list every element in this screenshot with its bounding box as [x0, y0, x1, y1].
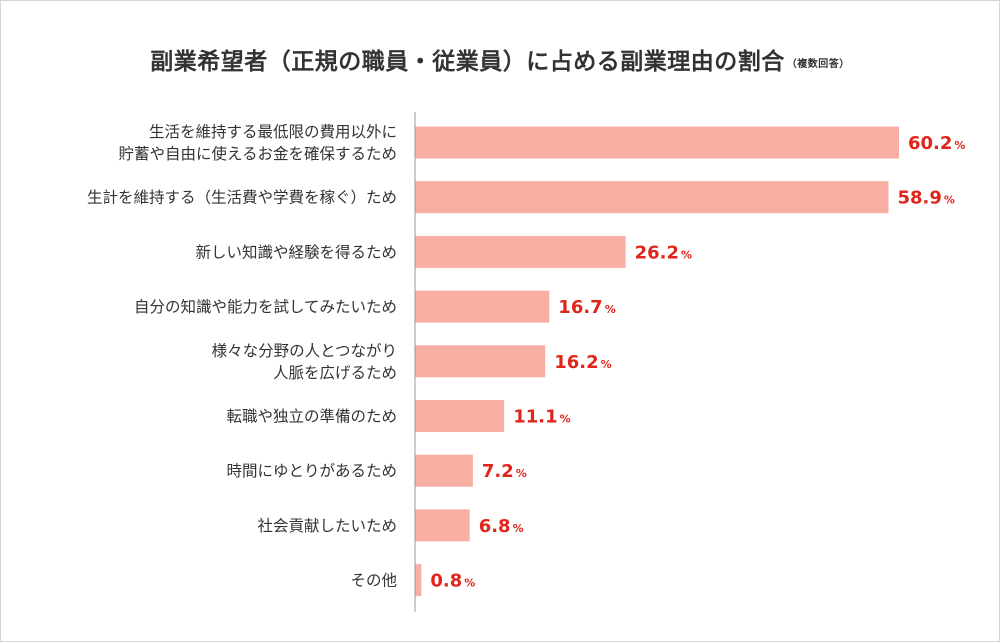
value-unit: %: [681, 248, 692, 261]
category-labels: 生活を維持する最低限の費用以外に貯蓄や自由に使えるお金を確保するため生計を維持す…: [87, 123, 397, 590]
category-label: 時間にゆとりがあるため: [226, 462, 397, 480]
category-label: 社会貢献したいため: [257, 517, 397, 535]
bar: [415, 400, 505, 432]
category-label-line: 生活を維持する最低限の費用以外に: [149, 123, 397, 141]
value-label: 6.8%: [479, 516, 524, 537]
value-labels: 60.2 %58.9 %26.2 %16.7 %16.2 %11.1 %7.2 %6.8 %0.…: [430, 133, 965, 592]
value-unit: %: [560, 413, 571, 426]
value-number: 58.9: [898, 188, 942, 209]
category-label: 自分の知識や能力を試してみたいため: [134, 298, 397, 316]
bar: [415, 564, 422, 597]
category-label: 生活を維持する最低限の費用以外に貯蓄や自由に使えるお金を確保するため: [118, 123, 397, 163]
value-number: 11.1: [513, 407, 557, 428]
value-number: 7.2: [482, 461, 514, 482]
value-unit: %: [516, 467, 527, 480]
value-number: 6.8: [479, 516, 511, 537]
category-label: その他: [350, 572, 397, 590]
category-label-line: 転職や独立の準備のため: [226, 408, 397, 426]
value-unit: %: [464, 577, 475, 590]
value-label: 16.2%: [554, 352, 611, 373]
category-label-line: 貯蓄や自由に使えるお金を確保するため: [118, 145, 397, 163]
chart-title: 副業希望者（正規の職員・従業員）に占める副業理由の割合 （複数回答）: [0, 42, 1000, 76]
category-label-line: 社会貢献したいため: [257, 517, 397, 535]
value-label: 58.9%: [898, 188, 955, 209]
category-label: 新しい知識や経験を得るため: [195, 243, 397, 261]
category-label-line: 生計を維持する（生活費や学費を稼ぐ）ため: [87, 189, 397, 207]
value-unit: %: [513, 522, 524, 535]
category-label-line: 自分の知識や能力を試してみたいため: [134, 298, 397, 316]
value-number: 0.8: [430, 571, 462, 592]
category-label: 転職や独立の準備のため: [226, 408, 397, 426]
value-unit: %: [601, 358, 612, 371]
category-label-line: 時間にゆとりがあるため: [226, 462, 397, 480]
category-label-line: 様々な分野の人とつながり: [212, 342, 397, 360]
value-number: 60.2: [908, 133, 952, 154]
bar: [415, 235, 626, 268]
category-label-line: 人脈を広げるため: [273, 364, 397, 382]
value-label: 16.7%: [558, 297, 615, 318]
bar: [415, 126, 899, 159]
value-label: 60.2%: [908, 133, 965, 154]
value-number: 26.2: [635, 242, 679, 263]
chart-title-note: （複数回答）: [786, 59, 850, 70]
bar: [415, 454, 473, 487]
value-unit: %: [954, 139, 965, 152]
category-label: 生計を維持する（生活費や学費を稼ぐ）ため: [87, 189, 397, 207]
value-label: 26.2%: [635, 242, 692, 263]
value-label: 0.8%: [430, 571, 475, 592]
value-unit: %: [605, 303, 616, 316]
value-number: 16.2: [554, 352, 598, 373]
category-label-line: 新しい知識や経験を得るため: [195, 243, 397, 261]
bar: [415, 290, 550, 323]
bar: [415, 345, 546, 378]
bars-layer: [415, 126, 899, 597]
category-label-line: その他: [350, 572, 397, 590]
value-label: 7.2%: [482, 461, 527, 482]
value-unit: %: [944, 194, 955, 207]
category-label: 様々な分野の人とつながり人脈を広げるため: [212, 342, 397, 382]
value-label: 11.1%: [513, 407, 570, 428]
bar: [415, 509, 470, 542]
chart-title-text: 副業希望者（正規の職員・従業員）に占める副業理由の割合: [150, 49, 785, 75]
bar: [415, 181, 889, 214]
value-number: 16.7: [558, 297, 602, 318]
